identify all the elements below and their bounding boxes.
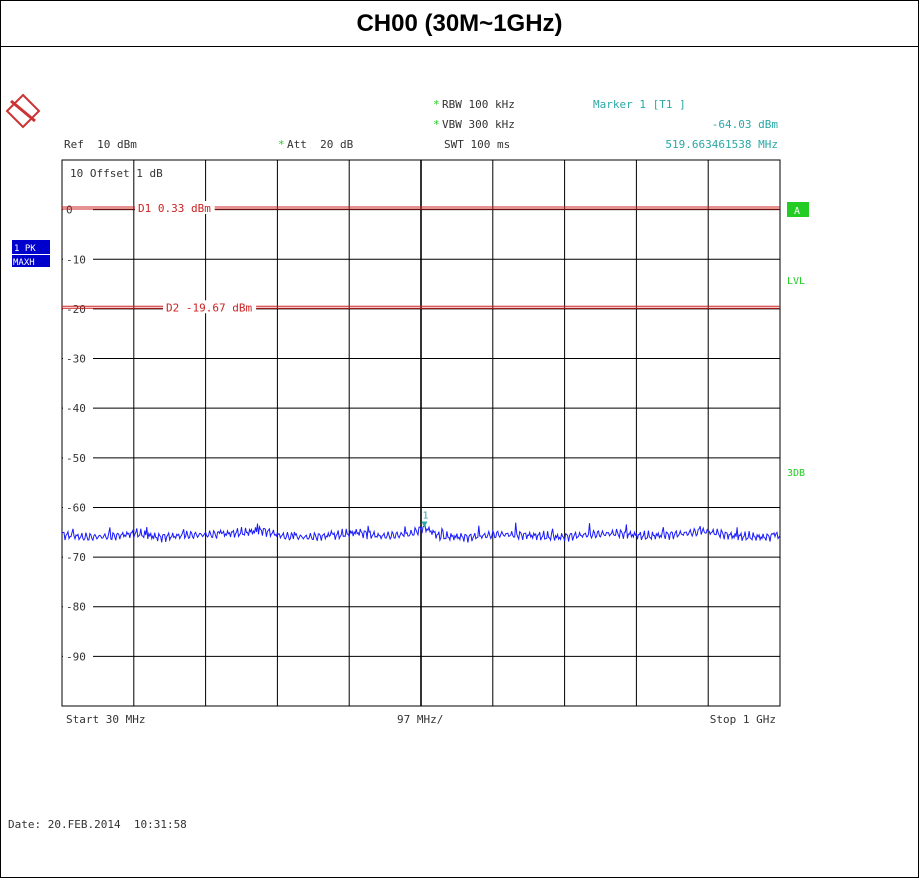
y-tick-label: -40 xyxy=(66,402,86,415)
trace-badge-maxh xyxy=(12,255,50,267)
stop-frequency: Stop 1 GHz xyxy=(710,713,776,726)
offset-label: 10 Offset 1 dB xyxy=(70,167,163,180)
trace-1-pk-maxh xyxy=(61,522,781,543)
display-line-label-background xyxy=(135,200,215,214)
y-tick-label: -20 xyxy=(66,303,86,316)
display-line-label-background xyxy=(163,300,257,314)
marker-title: Marker 1 [T1 ] xyxy=(593,98,686,111)
span-per-division: 97 MHz/ xyxy=(397,713,443,726)
y-tick-background xyxy=(63,550,93,564)
y-tick-label: -80 xyxy=(66,601,86,614)
y-tick-label: -10 xyxy=(66,253,86,266)
vbw-label: VBW 300 kHz xyxy=(442,118,515,131)
start-frequency: Start 30 MHz xyxy=(66,713,145,726)
y-tick-background xyxy=(63,252,93,266)
marker-level: -64.03 dBm xyxy=(712,118,779,131)
indicator-3db: 3DB xyxy=(787,468,805,479)
att-label: Att 20 dB xyxy=(287,138,354,151)
marker-frequency: 519.663461538 MHz xyxy=(665,138,778,151)
trace-badge-pk xyxy=(12,240,50,254)
display-line-label-d2: D2 -19.67 dBm xyxy=(166,301,252,314)
y-tick-label: 0 xyxy=(66,204,73,217)
page-title: CH00 (30M~1GHz) xyxy=(1,1,918,47)
y-tick-background xyxy=(63,649,93,663)
ref-level-label: Ref 10 dBm xyxy=(64,138,137,151)
y-tick-background xyxy=(63,351,93,365)
y-tick-background xyxy=(63,599,93,613)
indicator-a-label: A xyxy=(794,206,800,217)
rs-logo-icon xyxy=(5,93,41,129)
y-tick-background xyxy=(63,450,93,464)
att-star: * xyxy=(278,138,285,151)
y-tick-label: -70 xyxy=(66,551,86,564)
y-tick-background xyxy=(63,401,93,415)
trace-badge-maxh-label: MAXH xyxy=(13,258,35,268)
rbw-star: * xyxy=(433,98,440,111)
y-tick-label: -50 xyxy=(66,452,86,465)
y-tick-label: -90 xyxy=(66,650,86,663)
swt-label: SWT 100 ms xyxy=(444,138,510,151)
capture-date: Date: 20.FEB.2014 10:31:58 xyxy=(8,818,187,831)
indicator-lvl: LVL xyxy=(787,276,805,287)
marker-1-label: 1 xyxy=(422,510,428,521)
display-line-label-d1: D1 0.33 dBm xyxy=(138,202,211,215)
rbw-label: RBW 100 kHz xyxy=(442,98,515,111)
vbw-star: * xyxy=(433,118,440,131)
trace-badge-pk-label: 1 PK xyxy=(14,244,36,254)
y-tick-background xyxy=(63,500,93,514)
indicator-a-badge xyxy=(787,202,809,217)
y-tick-label: -60 xyxy=(66,501,86,514)
y-tick-label: -30 xyxy=(66,353,86,366)
marker-1-icon xyxy=(421,521,428,528)
